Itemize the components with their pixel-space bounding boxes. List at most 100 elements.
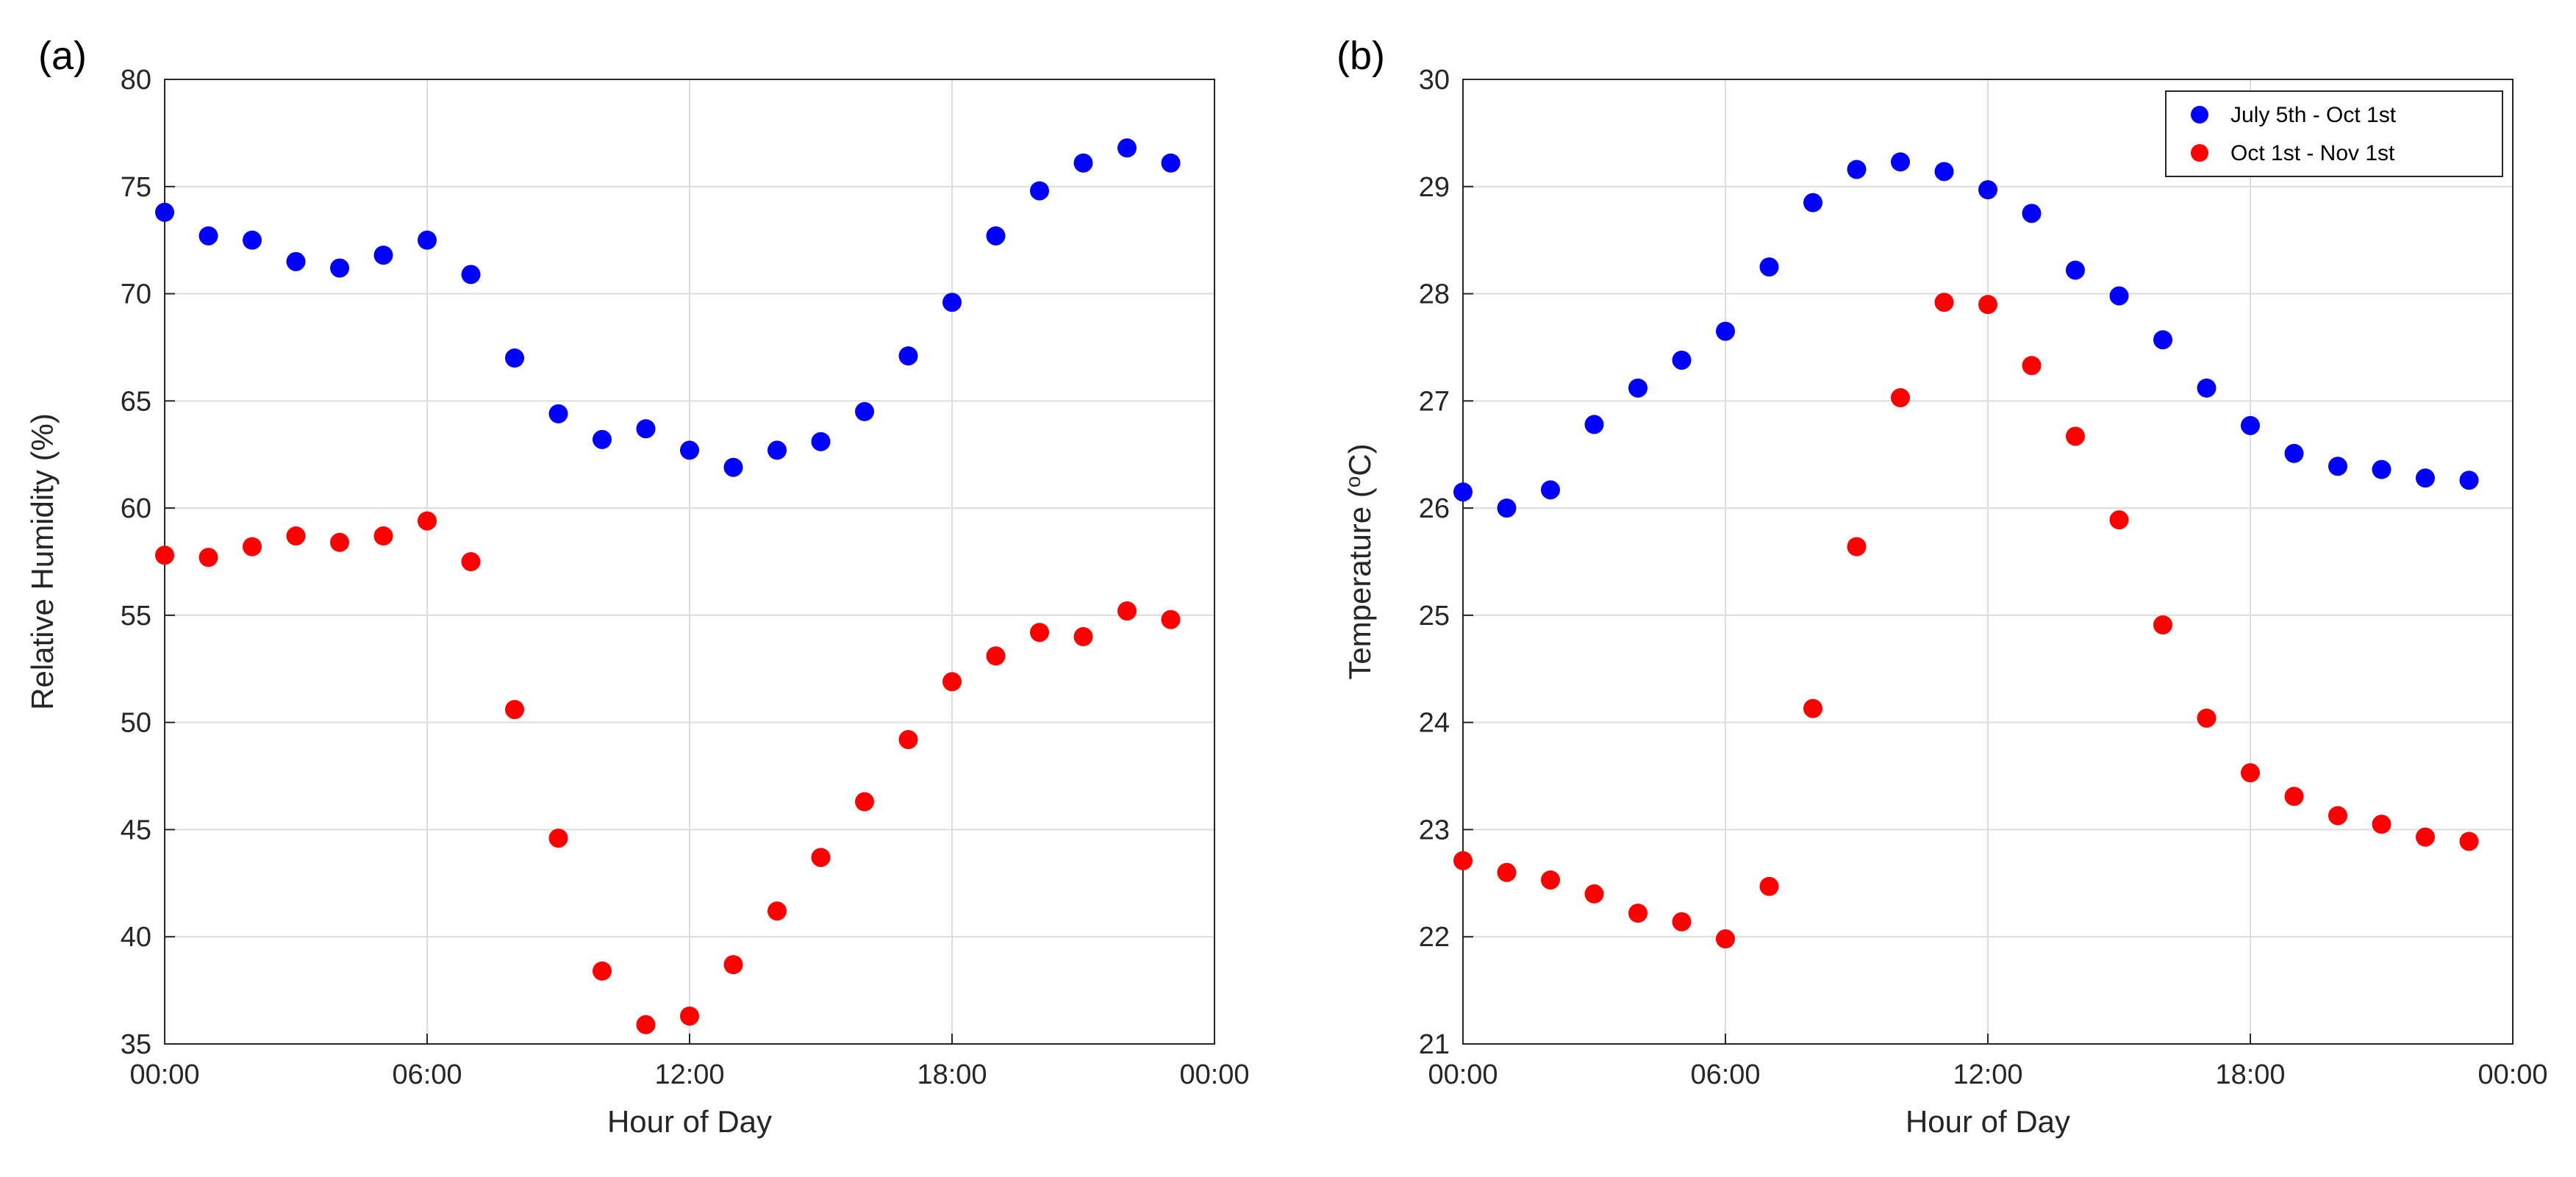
temperature-point-series-1 xyxy=(1847,160,1867,179)
humidity-point-series-1 xyxy=(505,348,524,368)
humidity-point-series-2 xyxy=(855,792,874,812)
temperature-point-series-1 xyxy=(2022,204,2042,223)
temperature-point-series-2 xyxy=(2153,615,2172,635)
humidity-points xyxy=(155,138,1181,1034)
humidity-point-series-1 xyxy=(855,401,874,421)
humidity-point-series-2 xyxy=(593,961,612,981)
temperature-point-series-2 xyxy=(1628,904,1647,923)
temperature-point-series-2 xyxy=(1497,862,1517,882)
humidity-point-series-1 xyxy=(1117,138,1137,158)
temperature-point-series-1 xyxy=(1541,480,1560,500)
legend-marker-series-2 xyxy=(2191,144,2208,162)
humidity-point-series-2 xyxy=(286,526,306,546)
humidity-point-series-2 xyxy=(243,537,262,557)
humidity-point-series-2 xyxy=(155,545,174,565)
humidity-point-series-1 xyxy=(680,440,699,460)
legend-label-series-2: Oct 1st - Nov 1st xyxy=(2230,141,2395,165)
temperature-point-series-1 xyxy=(1716,321,1735,341)
humidity-point-series-2 xyxy=(1117,601,1137,621)
temperature-y-tick-label: 29 xyxy=(1419,172,1450,203)
humidity-point-series-2 xyxy=(548,829,568,848)
legend-label-series-1: July 5th - Oct 1st xyxy=(2230,103,2397,127)
humidity-point-series-2 xyxy=(198,548,218,568)
humidity-point-series-2 xyxy=(1030,623,1049,643)
humidity-point-series-2 xyxy=(373,526,393,546)
temperature-point-series-1 xyxy=(1453,482,1473,502)
temperature-point-series-2 xyxy=(2284,787,2304,806)
temperature-point-series-1 xyxy=(1759,257,1779,277)
temperature-point-series-2 xyxy=(1716,929,1735,949)
humidity-point-series-2 xyxy=(330,532,349,552)
temperature-point-series-1 xyxy=(1891,152,1910,172)
temperature-panel-label: (b) xyxy=(1337,34,1385,78)
humidity-point-series-2 xyxy=(680,1006,699,1026)
temperature-x-axis-label: Hour of Day xyxy=(1906,1104,2070,1139)
humidity-point-series-2 xyxy=(723,955,743,975)
temperature-x-tick-label: 12:00 xyxy=(1953,1059,2022,1090)
temperature-point-series-1 xyxy=(2459,471,2479,490)
temperature-point-series-1 xyxy=(2284,443,2304,463)
humidity-y-tick-label: 35 xyxy=(121,1029,151,1060)
humidity-point-series-1 xyxy=(986,226,1006,246)
humidity-point-series-2 xyxy=(1161,609,1181,629)
temperature-y-tick-label: 27 xyxy=(1419,386,1450,417)
humidity-point-series-2 xyxy=(898,729,918,749)
temperature-point-series-1 xyxy=(2416,468,2435,488)
temperature-point-series-2 xyxy=(1934,293,1954,312)
humidity-y-tick-label: 70 xyxy=(121,279,151,310)
temperature-x-tick-label: 06:00 xyxy=(1690,1059,1760,1090)
temperature-y-label-unit: C) xyxy=(1342,443,1377,476)
humidity-x-tick-label: 12:00 xyxy=(654,1059,724,1090)
humidity-point-series-1 xyxy=(1161,153,1181,173)
humidity-point-series-1 xyxy=(418,230,437,250)
temperature-point-series-2 xyxy=(1453,851,1473,870)
temperature-point-series-1 xyxy=(1628,378,1647,398)
temperature-y-tick-label: 23 xyxy=(1419,815,1450,845)
temperature-point-series-2 xyxy=(1978,295,1997,315)
temperature-point-series-2 xyxy=(2109,510,2129,530)
humidity-point-series-1 xyxy=(155,202,174,222)
humidity-y-tick-label: 50 xyxy=(121,708,151,739)
temperature-point-series-2 xyxy=(2241,763,2260,783)
legend-box xyxy=(2165,90,2503,177)
temperature-x-tick-label: 00:00 xyxy=(2477,1059,2547,1090)
humidity-y-tick-label: 65 xyxy=(121,386,151,417)
temperature-y-label-superscript: o xyxy=(1342,476,1364,488)
temperature-y-label-main: Temperature ( xyxy=(1342,487,1377,679)
humidity-point-series-1 xyxy=(198,226,218,246)
temperature-point-series-2 xyxy=(2066,426,2085,446)
humidity-chart: 00:00 06:00 12:00 18:00 00:00354045505560657… xyxy=(25,34,1250,1139)
humidity-point-series-1 xyxy=(942,293,962,312)
temperature-point-series-2 xyxy=(2197,708,2217,728)
temperature-point-series-1 xyxy=(1934,162,1954,182)
temperature-y-tick-label: 28 xyxy=(1419,279,1450,310)
humidity-point-series-2 xyxy=(942,672,962,692)
humidity-y-axis-label: Relative Humidity (%) xyxy=(25,413,60,710)
temperature-point-series-1 xyxy=(2328,457,2347,476)
temperature-point-series-1 xyxy=(2153,330,2172,350)
temperature-point-series-2 xyxy=(1891,387,1910,407)
humidity-point-series-1 xyxy=(636,419,656,439)
humidity-point-series-1 xyxy=(593,429,612,449)
temperature-point-series-2 xyxy=(2459,831,2479,851)
humidity-point-series-2 xyxy=(811,848,831,867)
temperature-point-series-1 xyxy=(1803,193,1822,212)
humidity-point-series-2 xyxy=(986,646,1006,666)
temperature-points xyxy=(1453,152,2479,949)
temperature-point-series-2 xyxy=(1584,884,1604,904)
legend-marker-series-1 xyxy=(2191,106,2208,124)
humidity-point-series-2 xyxy=(418,511,437,531)
humidity-point-series-1 xyxy=(286,251,306,271)
temperature-point-series-2 xyxy=(2022,356,2042,376)
humidity-point-series-1 xyxy=(461,265,481,285)
temperature-point-series-1 xyxy=(2066,260,2085,280)
temperature-y-tick-label: 25 xyxy=(1419,601,1450,632)
temperature-point-series-2 xyxy=(1541,870,1560,890)
temperature-y-axis-label: Temperature (oC) xyxy=(1342,443,1377,679)
humidity-y-tick-label: 60 xyxy=(121,493,151,524)
temperature-point-series-1 xyxy=(1672,350,1692,370)
temperature-point-series-1 xyxy=(2372,459,2391,479)
temperature-y-tick-label: 21 xyxy=(1419,1029,1450,1060)
temperature-x-tick-label: 00:00 xyxy=(1428,1059,1498,1090)
